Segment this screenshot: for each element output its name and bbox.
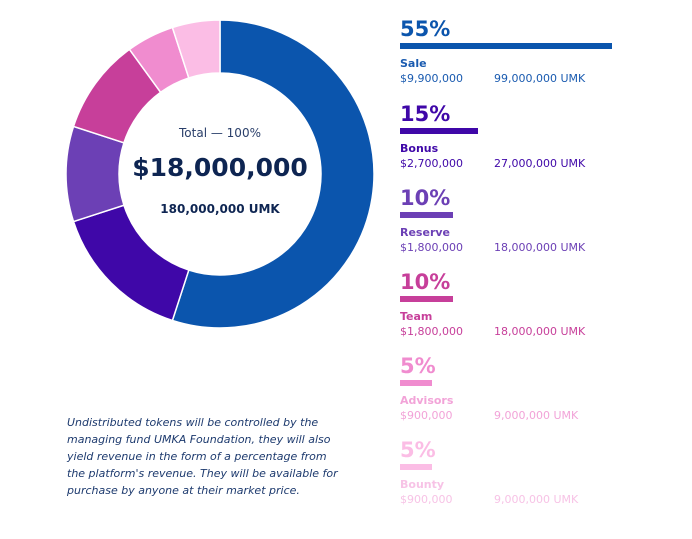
- legend-tokens: 18,000,000 UMK: [494, 325, 586, 338]
- total-amount: $18,000,000: [132, 153, 308, 182]
- legend-usd: $900,000: [400, 409, 453, 422]
- legend-bar: [400, 43, 612, 49]
- legend-tokens: 27,000,000 UMK: [494, 157, 586, 170]
- donut-chart: [65, 19, 375, 329]
- legend-item-sale: 55% Sale $9,900,000 99,000,000 UMK: [400, 17, 612, 86]
- legend-tokens: 9,000,000 UMK: [494, 493, 579, 506]
- legend-name: Reserve: [400, 226, 450, 239]
- legend-tokens: 9,000,000 UMK: [494, 409, 579, 422]
- legend-tokens: 18,000,000 UMK: [494, 241, 586, 254]
- legend-name: Team: [400, 310, 433, 323]
- legend-item-reserve: 10% Reserve $1,800,000 18,000,000 UMK: [400, 186, 585, 255]
- legend-bar: [400, 380, 432, 386]
- legend-bar: [400, 128, 478, 134]
- legend-usd: $900,000: [400, 493, 453, 506]
- donut-slice-bounty: [171, 19, 221, 79]
- legend-percent: 10%: [400, 186, 451, 210]
- legend-usd: $1,800,000: [400, 241, 463, 254]
- legend-bar: [400, 212, 453, 218]
- legend-name: Advisors: [400, 394, 454, 407]
- total-tokens: 180,000,000 UMK: [160, 202, 280, 216]
- legend-name: Sale: [400, 57, 427, 70]
- legend-name: Bounty: [400, 478, 445, 491]
- legend-name: Bonus: [400, 142, 439, 155]
- legend-tokens: 99,000,000 UMK: [494, 72, 586, 85]
- distribution-note: Undistributed tokens will be controlled …: [67, 416, 338, 497]
- legend-bar: [400, 296, 453, 302]
- legend-percent: 5%: [400, 354, 436, 378]
- legend-item-advisors: 5% Advisors $900,000 9,000,000 UMK: [400, 354, 578, 423]
- legend-item-bounty: 5% Bounty $900,000 9,000,000 UMK: [400, 438, 578, 507]
- legend-percent: 55%: [400, 17, 451, 41]
- legend-usd: $1,800,000: [400, 325, 463, 338]
- donut-slice-sale: [171, 19, 375, 329]
- legend-item-team: 10% Team $1,800,000 18,000,000 UMK: [400, 270, 585, 339]
- legend-usd: $2,700,000: [400, 157, 463, 170]
- total-label: Total — 100%: [179, 126, 261, 140]
- legend-percent: 15%: [400, 102, 451, 126]
- legend-percent: 5%: [400, 438, 436, 462]
- legend-percent: 10%: [400, 270, 451, 294]
- legend-item-bonus: 15% Bonus $2,700,000 27,000,000 UMK: [400, 102, 585, 171]
- legend-bar: [400, 464, 432, 470]
- legend-usd: $9,900,000: [400, 72, 463, 85]
- donut-slice-bonus: [72, 204, 190, 322]
